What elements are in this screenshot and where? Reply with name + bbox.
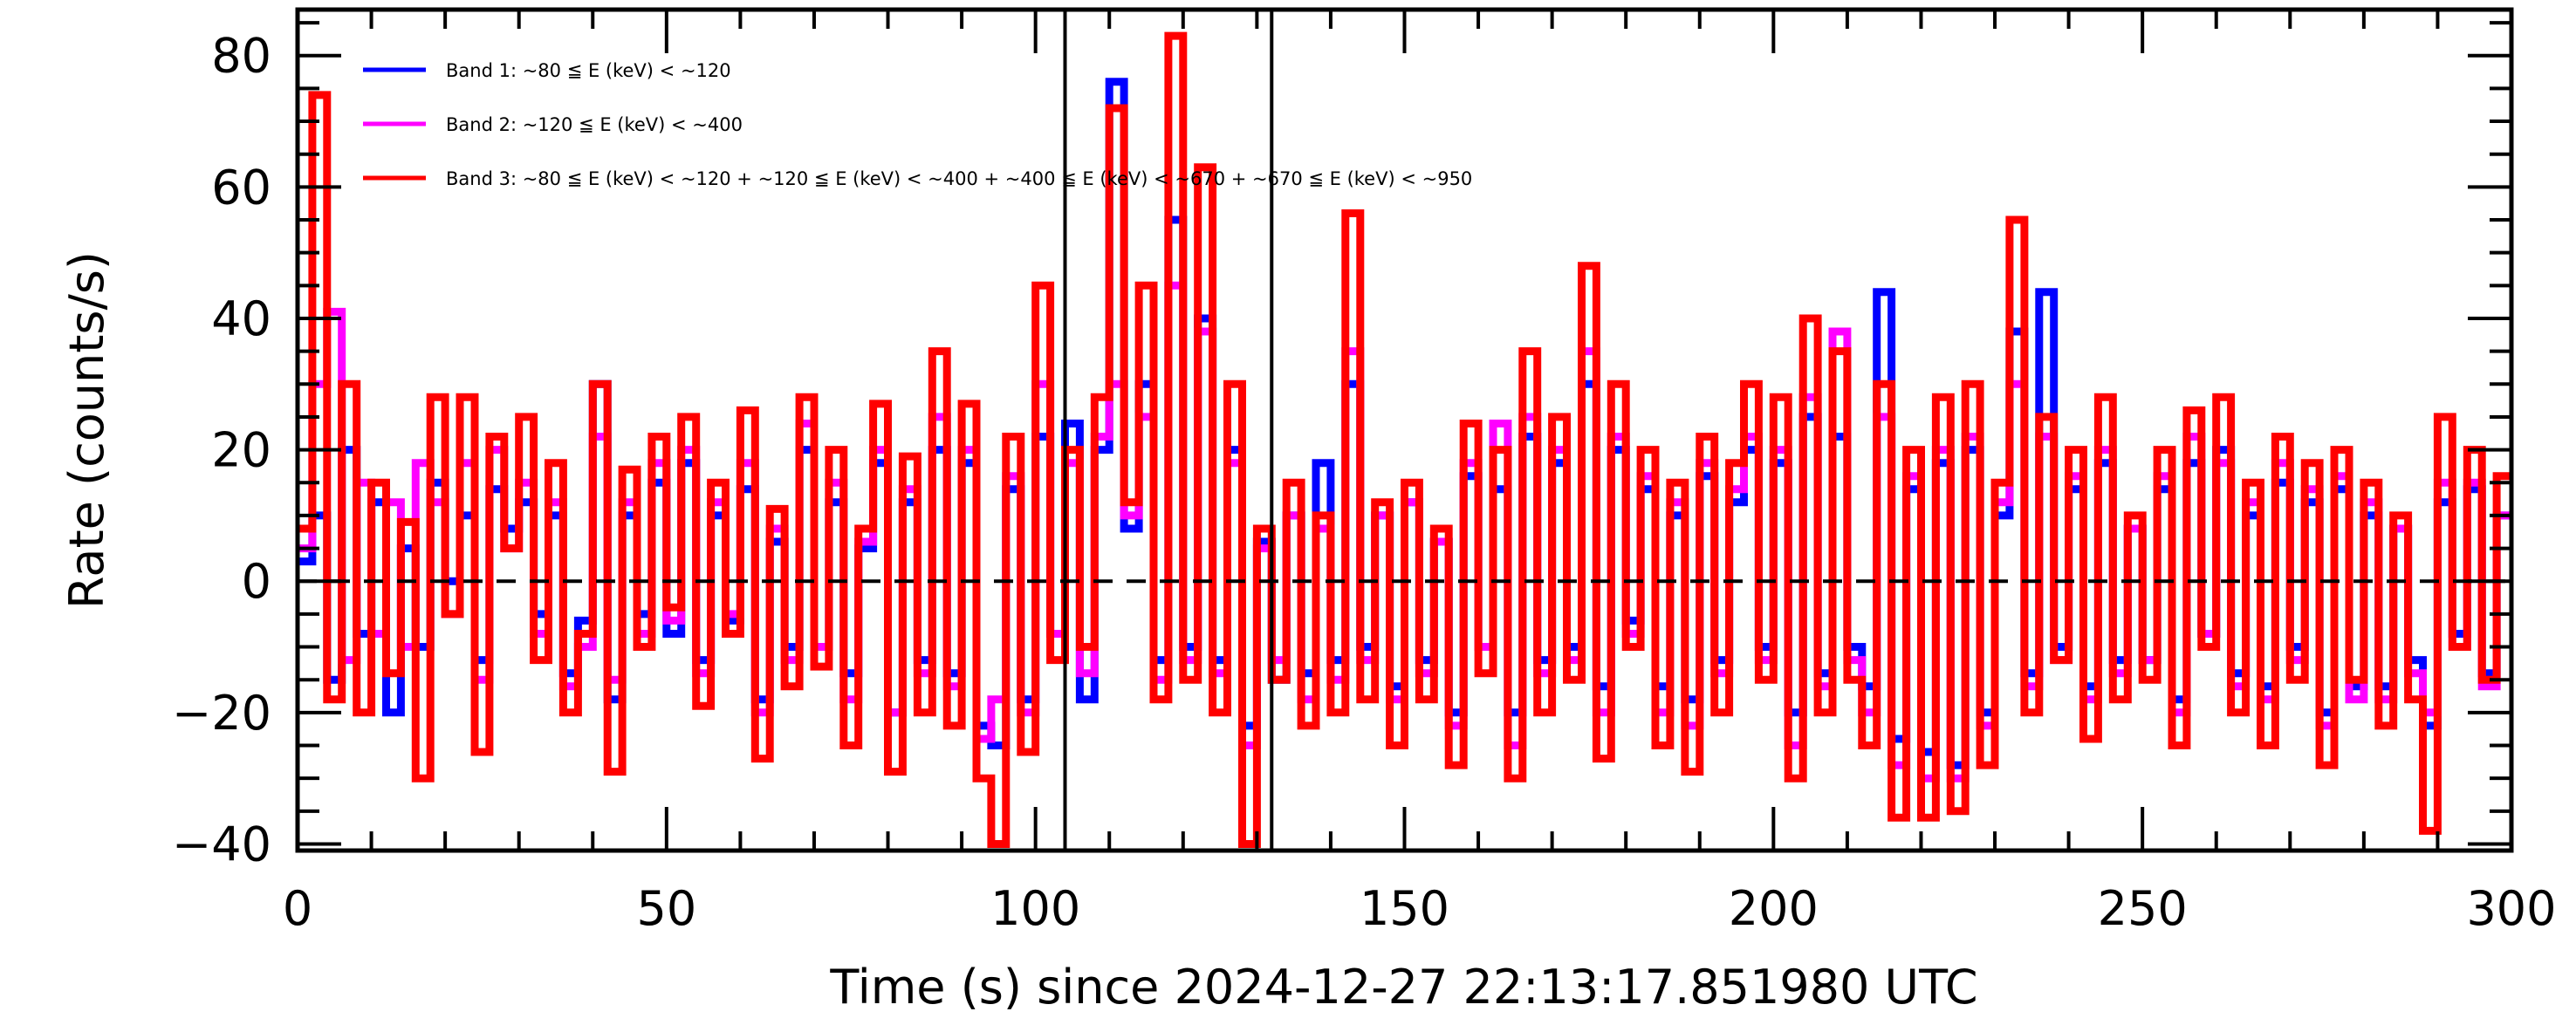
y-tick-label: 0 [242,554,271,609]
x-tick-label: 200 [1729,881,1819,936]
y-tick-label: 40 [211,291,271,346]
x-axis-title: Time (s) since 2024-12-27 22:13:17.85198… [829,960,1977,1015]
x-tick-label: 250 [2098,881,2188,936]
y-tick-label: 60 [211,160,271,215]
axes-layer: −40 −20 0 20 40 60 80 0 50 100 150 200 250 300 [172,7,2557,936]
x-tick-label: 0 [283,881,312,936]
y-tick-label: 20 [211,423,271,478]
series-group [298,31,2511,848]
series-line-band-3 [298,31,2511,848]
legend-label-band-2: Band 2: ~120 ≦ E (keV) < ~400 [446,114,743,135]
legend: Band 1: ~80 ≦ E (keV) < ~120 Band 2: ~120… [363,60,1472,189]
y-axis-title: Rate (counts/s) [59,251,114,609]
x-tick-label: 50 [636,881,696,936]
x-tick-label: 150 [1360,881,1449,936]
y-tick-label: 80 [211,29,271,84]
legend-label-band-3: Band 3: ~80 ≦ E (keV) < ~120 + ~120 ≦ E … [446,168,1472,189]
x-tick-label: 300 [2466,881,2556,936]
y-tick-label: −40 [172,817,271,871]
series-layer [298,31,2511,848]
x-tick-label: 100 [990,881,1080,936]
legend-label-band-1: Band 1: ~80 ≦ E (keV) < ~120 [446,60,731,81]
y-tick-label: −20 [172,686,271,741]
